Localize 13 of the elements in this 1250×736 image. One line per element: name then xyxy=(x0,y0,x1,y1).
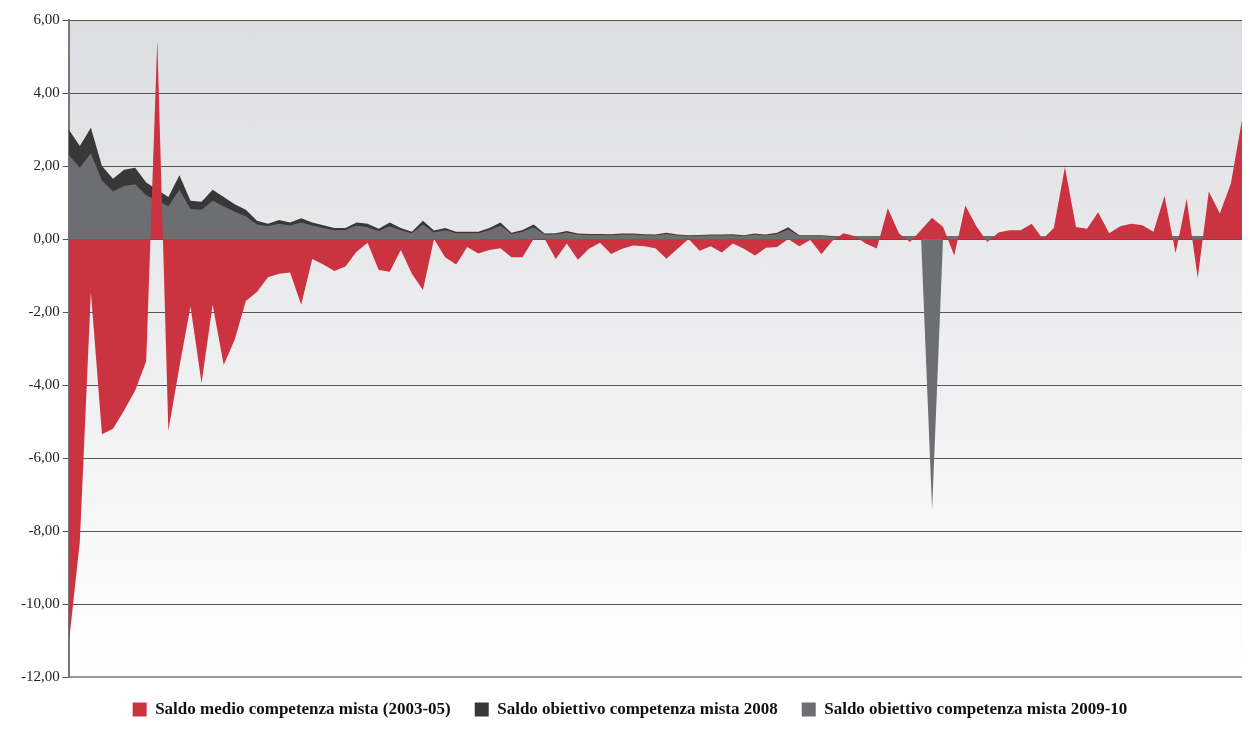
y-tick-label: -6,00 xyxy=(28,448,60,465)
y-tick-label: 6,00 xyxy=(33,10,60,27)
y-tick-label: -2,00 xyxy=(28,302,60,319)
y-tick-label: -4,00 xyxy=(28,375,60,392)
y-tick-label: 2,00 xyxy=(33,156,60,173)
legend-label: Saldo obiettivo competenza mista 2008 xyxy=(497,698,778,718)
y-tick-label: 0,00 xyxy=(33,229,60,246)
y-tick-label: -12,00 xyxy=(21,667,60,684)
y-tick-label: 4,00 xyxy=(33,83,60,100)
legend-label: Saldo obiettivo competenza mista 2009-10 xyxy=(824,698,1128,718)
y-tick-label: -8,00 xyxy=(28,521,60,538)
legend-label: Saldo medio competenza mista (2003-05) xyxy=(155,698,451,718)
y-tick-label: -10,00 xyxy=(21,594,60,611)
